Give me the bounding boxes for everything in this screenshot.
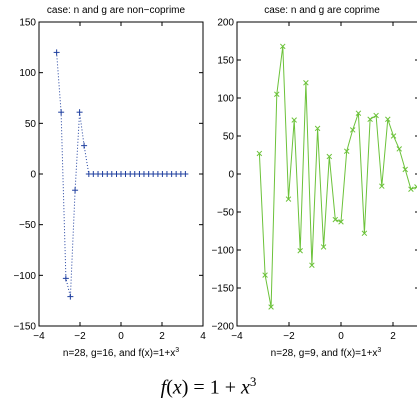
y-tick-label: −150 <box>13 322 36 333</box>
y-tick-label: −50 <box>19 220 36 231</box>
data-point <box>256 150 263 157</box>
data-point <box>408 186 414 192</box>
data-point <box>182 171 189 177</box>
data-point <box>338 219 344 225</box>
y-tick-label: 100 <box>217 94 234 105</box>
data-point <box>320 244 327 250</box>
data-point <box>285 196 292 202</box>
y-tick-label: 50 <box>223 132 235 143</box>
y-tick-label: 150 <box>217 56 234 67</box>
data-point <box>62 275 69 282</box>
data-point <box>349 127 356 133</box>
data-point <box>309 262 315 268</box>
chart-title: case: n and g are non−coprime <box>47 5 186 16</box>
y-tick-label: 200 <box>217 18 234 29</box>
y-tick-label: −150 <box>211 284 234 295</box>
data-point <box>303 80 309 86</box>
data-point <box>367 116 373 123</box>
x-tick-label: 2 <box>390 331 396 342</box>
data-point <box>76 109 83 116</box>
y-tick-label: 0 <box>228 170 234 181</box>
x-tick-label: 2 <box>159 331 165 342</box>
y-tick-label: −100 <box>211 246 234 257</box>
y-tick-label: 50 <box>25 119 37 130</box>
chart-title: case: n and g are coprime <box>264 5 380 16</box>
y-tick-label: 150 <box>19 18 36 29</box>
series-line <box>258 46 417 308</box>
data-point <box>274 91 280 97</box>
y-tick-label: −100 <box>13 271 36 282</box>
x-tick-label: 0 <box>338 331 344 342</box>
data-point <box>314 125 321 132</box>
x-tick-label: −2 <box>283 331 295 342</box>
y-tick-label: 100 <box>19 68 36 79</box>
x-tick-label: 4 <box>200 331 206 342</box>
figure: case: n and g are non−coprime −4 −2 0 2 4 −15… <box>13 5 417 359</box>
data-point <box>373 112 379 119</box>
function-caption: f(x) = 1 + x3 <box>160 374 257 399</box>
x-tick-label: −2 <box>74 331 86 342</box>
plot-frame <box>236 21 417 327</box>
data-point <box>72 187 79 194</box>
data-point <box>326 153 333 160</box>
x-axis-label: n=28, g=16, and f(x)=1+x3 <box>63 347 179 359</box>
data-point <box>268 304 274 310</box>
data-point <box>390 133 397 139</box>
y-tick-label: 0 <box>30 170 36 181</box>
data-point <box>355 110 362 116</box>
x-tick-label: −4 <box>33 331 45 342</box>
data-point <box>67 293 74 300</box>
data-point <box>53 49 60 56</box>
data-point <box>402 166 408 173</box>
data-point <box>262 272 268 278</box>
data-point <box>280 43 286 50</box>
data-point <box>81 142 88 149</box>
data-point <box>58 109 65 116</box>
data-point <box>396 146 402 152</box>
y-tick-label: −200 <box>211 322 234 333</box>
plot-noncoprime: case: n and g are non−coprime −4 −2 0 2 4 −15… <box>13 5 206 359</box>
data-point <box>332 216 339 223</box>
data-point <box>361 230 368 237</box>
plot-coprime: case: n and g are coprime −4 −2 0 2 −200 −150… <box>211 5 417 359</box>
y-tick-label: −50 <box>217 208 234 219</box>
data-point <box>385 116 391 123</box>
data-point <box>379 183 385 189</box>
data-point <box>343 148 350 154</box>
data-point <box>297 248 303 254</box>
data-point <box>291 117 297 123</box>
x-tick-label: −4 <box>231 331 243 342</box>
x-axis-label: n=28, g=9, and f(x)=1+x3 <box>271 347 382 359</box>
x-tick-label: 0 <box>118 331 124 342</box>
